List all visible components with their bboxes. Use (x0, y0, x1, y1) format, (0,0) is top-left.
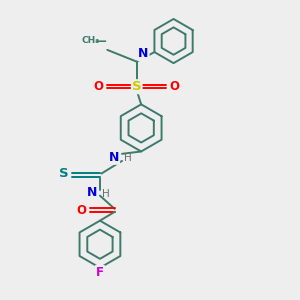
Text: S: S (59, 167, 68, 180)
Text: F: F (96, 266, 104, 279)
Text: O: O (76, 204, 86, 217)
Text: CH₃: CH₃ (82, 37, 100, 46)
Text: N: N (138, 47, 148, 60)
Text: O: O (170, 80, 180, 93)
Text: N: N (87, 186, 97, 199)
Text: N: N (109, 151, 119, 164)
Text: H: H (102, 189, 110, 199)
Text: O: O (94, 80, 104, 93)
Text: —: — (94, 34, 106, 47)
Text: H: H (124, 153, 132, 163)
Text: S: S (132, 80, 142, 93)
